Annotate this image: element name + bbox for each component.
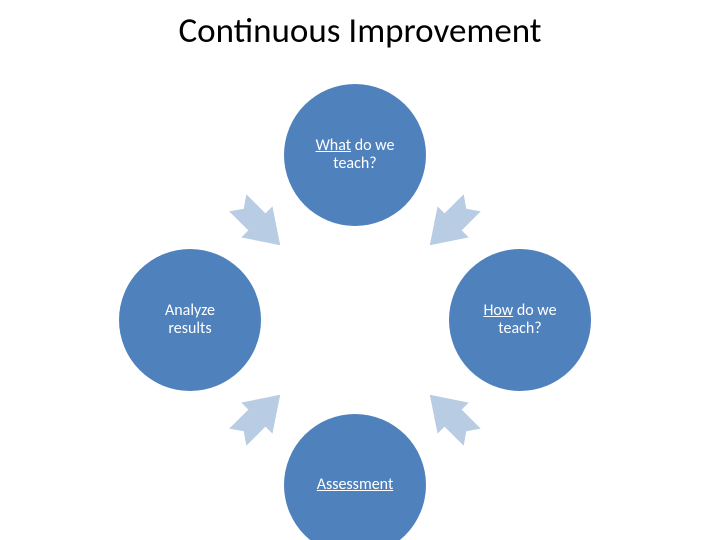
cycle-node-assessment: Assessment: [284, 414, 426, 540]
cycle-arrow-2: [414, 379, 488, 453]
cycle-arrow-1: [414, 188, 488, 262]
cycle-arrow-4: [223, 188, 297, 262]
page-title: Continuous Improvement: [0, 10, 720, 52]
node-label: What do we teach?: [316, 137, 395, 174]
cycle-node-how: How do we teach?: [449, 249, 591, 391]
node-label: Assessment: [317, 476, 394, 494]
node-label: How do we teach?: [483, 302, 556, 339]
cycle-arrow-3: [223, 379, 297, 453]
cycle-node-analyze: Analyze results: [119, 249, 261, 391]
slide: Continuous Improvement What do we teach?…: [0, 0, 720, 540]
cycle-node-what: What do we teach?: [284, 84, 426, 226]
node-label: Analyze results: [165, 302, 215, 339]
